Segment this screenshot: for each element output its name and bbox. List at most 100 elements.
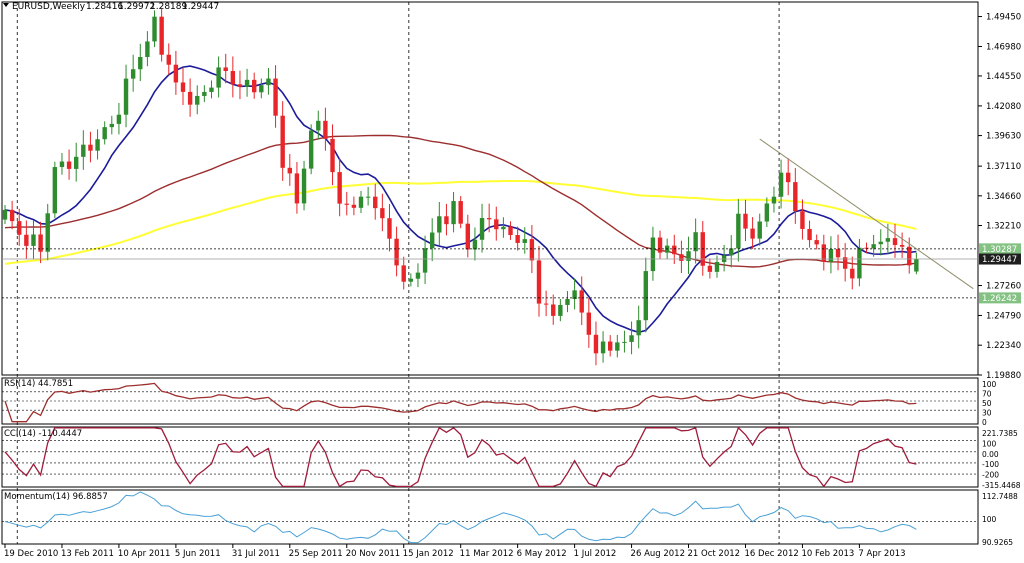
candle-body <box>914 259 919 272</box>
candle-body <box>116 114 122 124</box>
time-tick-label: 10 Apr 2011 <box>118 549 171 559</box>
cci-line <box>4 426 917 488</box>
candle-body <box>650 237 656 272</box>
upper-level-tag-label: 1.30287 <box>982 245 1017 255</box>
time-tick-label: 20 Nov 2011 <box>346 549 400 559</box>
candle-body <box>216 67 221 88</box>
candle-body <box>636 320 641 336</box>
candle-body <box>52 167 58 214</box>
rsi-tick-label: 30 <box>982 409 992 418</box>
time-tick-label: 1 Jul 2012 <box>574 549 617 559</box>
candle-body <box>515 235 520 243</box>
momentum-tick-label: 112.7488 <box>982 492 1018 501</box>
candle-body <box>195 95 200 105</box>
candle-body <box>209 87 214 92</box>
candle-body <box>736 213 741 249</box>
price-tick-label: 1.32210 <box>986 222 1021 232</box>
candle-body <box>679 254 684 261</box>
candle-body <box>821 244 826 262</box>
candle-body <box>330 138 335 173</box>
mom-pane <box>1 489 979 545</box>
price-tick-label: 1.44550 <box>986 72 1021 82</box>
candle-body <box>237 84 243 87</box>
candle-body <box>287 167 292 174</box>
candle-body <box>629 335 634 342</box>
candle-body <box>529 239 535 261</box>
candle-body <box>380 208 385 219</box>
candle-body <box>686 251 691 261</box>
cci-tick-label: -315.4468 <box>982 481 1021 490</box>
candle-body <box>337 172 342 204</box>
time-tick-label: 21 Oct 2012 <box>688 549 741 559</box>
candle-body <box>743 213 748 229</box>
candle-body <box>180 82 186 92</box>
candle-body <box>145 41 150 57</box>
candle-body <box>842 257 848 269</box>
candle-body <box>771 196 777 204</box>
candle-body <box>173 64 179 83</box>
cci-pane <box>1 426 979 488</box>
candle-body <box>166 54 171 65</box>
candle-body <box>408 278 414 282</box>
candle-body <box>501 226 506 230</box>
candle-body <box>572 290 577 300</box>
candle-body <box>66 161 72 169</box>
candle-body <box>800 211 805 229</box>
candle-body <box>273 78 278 116</box>
time-tick-label: 13 Feb 2011 <box>61 549 114 559</box>
candle-body <box>579 290 584 313</box>
candle-body <box>308 130 314 169</box>
candle-body <box>472 239 478 250</box>
candle-body <box>280 115 285 168</box>
candle-body <box>123 78 129 115</box>
candle-body <box>622 341 627 343</box>
candle-body <box>159 16 164 55</box>
candle-body <box>750 228 755 239</box>
candle-body <box>316 120 321 131</box>
candle-body <box>714 262 720 272</box>
candle-body <box>871 244 876 249</box>
ohlc-open: 1.28416 <box>86 2 123 12</box>
time-tick-label: 11 Mar 2012 <box>460 549 514 559</box>
candle-body <box>593 334 599 354</box>
candle-body <box>59 161 65 168</box>
candle-body <box>643 271 648 321</box>
candle-body <box>294 173 300 204</box>
momentum-line <box>4 491 917 544</box>
lower-level-tag <box>979 292 1021 304</box>
candle-body <box>415 272 421 279</box>
candle-body <box>807 228 812 241</box>
rsi-line <box>4 382 917 423</box>
dropdown-triangle-icon[interactable] <box>3 3 9 7</box>
candle-body <box>814 240 819 245</box>
momentum-tick-label: 90.9265 <box>982 538 1013 547</box>
candle-body <box>31 234 36 246</box>
candle-body <box>857 247 862 279</box>
candle-body <box>187 91 193 105</box>
time-tick-label: 19 Dec 2010 <box>4 549 58 559</box>
candle-body <box>899 245 905 247</box>
candle-body <box>9 209 15 222</box>
cci-tick-label: -100 <box>982 460 999 469</box>
time-tick-label: 10 Feb 2013 <box>801 549 854 559</box>
candle-body <box>543 303 549 305</box>
candle-body <box>138 56 143 70</box>
price-tick-label: 1.27260 <box>986 282 1021 292</box>
candle-body <box>600 341 606 354</box>
candle-body <box>729 248 734 256</box>
candle-body <box>230 71 236 85</box>
ma-fast-line <box>4 65 917 334</box>
candle-body <box>878 241 883 245</box>
cci-tick-label: 221.7385 <box>982 429 1018 438</box>
ma-mid-line <box>4 134 917 268</box>
price-tick-label: 1.42080 <box>986 102 1021 112</box>
candle-body <box>437 216 442 233</box>
upper-level-tag <box>979 243 1021 255</box>
candle-body <box>74 156 79 169</box>
candle-body <box>17 221 22 235</box>
candle-body <box>102 127 107 140</box>
candle-body <box>672 245 677 255</box>
price-tick-label: 1.34660 <box>986 192 1021 202</box>
candle-body <box>323 120 328 139</box>
price-tick-label: 1.19880 <box>986 371 1021 381</box>
